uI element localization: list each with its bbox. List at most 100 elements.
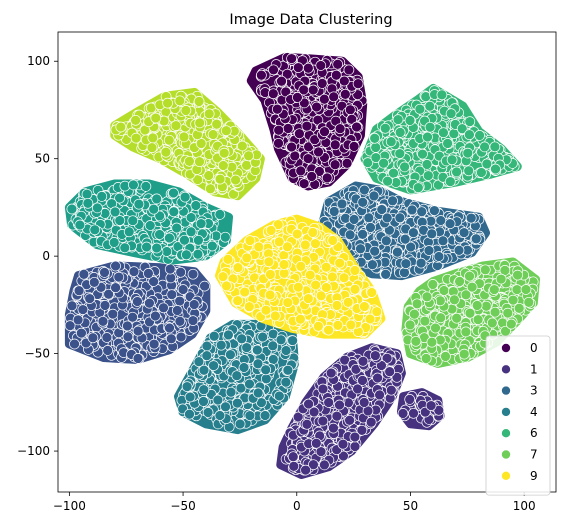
data-point: [252, 358, 264, 370]
data-point: [310, 437, 322, 449]
data-point: [292, 281, 304, 293]
data-point: [146, 142, 158, 154]
data-point: [187, 268, 199, 280]
data-point: [292, 92, 303, 103]
data-point: [184, 391, 196, 403]
x-tick-label: −100: [53, 499, 86, 513]
data-point: [133, 198, 145, 210]
data-point: [132, 353, 144, 364]
data-point: [314, 166, 325, 177]
data-point: [313, 146, 324, 158]
data-point: [392, 114, 404, 125]
data-point: [412, 182, 424, 194]
legend-label-0: 0: [530, 341, 538, 355]
data-point: [110, 260, 121, 272]
data-point: [148, 338, 160, 350]
data-point: [385, 384, 397, 396]
data-point: [252, 387, 264, 399]
data-point: [371, 306, 383, 318]
cluster-1: [396, 388, 445, 431]
data-point: [203, 170, 215, 181]
data-point: [512, 269, 523, 281]
data-point: [251, 344, 263, 356]
data-point: [476, 167, 487, 178]
legend-label-1: 1: [530, 362, 538, 376]
data-point: [490, 163, 501, 175]
data-point: [420, 353, 432, 364]
data-point: [253, 241, 265, 253]
data-point: [198, 364, 210, 376]
data-point: [82, 197, 94, 209]
data-point: [154, 229, 165, 240]
data-point: [319, 126, 330, 138]
data-point: [327, 271, 338, 283]
data-point: [298, 178, 310, 189]
data-point: [234, 418, 246, 430]
data-point: [289, 150, 301, 162]
data-point: [99, 267, 110, 278]
data-point: [150, 310, 161, 322]
data-point: [320, 282, 332, 293]
data-point: [385, 136, 397, 148]
data-point: [195, 218, 207, 229]
x-tick-label: 50: [403, 499, 418, 513]
data-point: [276, 75, 287, 87]
data-point: [273, 390, 285, 402]
data-point: [325, 367, 337, 379]
data-point: [336, 198, 348, 210]
data-point: [243, 150, 254, 162]
data-point: [108, 237, 120, 248]
data-point: [207, 129, 219, 140]
data-point: [130, 114, 141, 126]
data-point: [102, 345, 114, 356]
data-point: [451, 166, 462, 178]
legend-label-9: 9: [530, 469, 538, 483]
data-point: [419, 315, 431, 327]
data-point: [168, 187, 179, 199]
data-point: [444, 176, 456, 187]
data-point: [201, 340, 213, 352]
data-point: [397, 408, 409, 419]
data-point: [190, 200, 202, 211]
data-point: [489, 306, 501, 318]
data-point: [122, 320, 133, 332]
data-point: [148, 276, 159, 287]
data-point: [260, 373, 272, 385]
data-point: [365, 416, 377, 428]
data-point: [357, 196, 369, 208]
data-point: [212, 394, 224, 406]
data-point: [315, 446, 327, 457]
data-point: [84, 293, 96, 304]
data-point: [151, 193, 163, 205]
data-point: [222, 253, 234, 265]
data-point: [424, 100, 436, 112]
data-point: [464, 129, 475, 141]
data-point: [287, 335, 298, 346]
data-point: [436, 89, 448, 101]
data-point: [316, 78, 328, 89]
data-point: [123, 226, 135, 238]
y-tick-label: 50: [35, 152, 50, 166]
data-point: [76, 327, 87, 339]
data-point: [151, 242, 163, 254]
data-point: [364, 313, 376, 325]
data-point: [460, 326, 472, 338]
y-tick-label: −100: [17, 444, 50, 458]
data-point: [466, 281, 478, 293]
data-point: [122, 331, 134, 343]
data-point: [481, 158, 493, 170]
data-point: [278, 259, 290, 270]
data-point: [453, 244, 465, 256]
data-point: [408, 407, 419, 419]
data-point: [307, 227, 319, 238]
data-point: [488, 284, 500, 295]
data-point: [363, 212, 375, 224]
data-point: [273, 137, 284, 149]
cluster-9: [215, 214, 386, 339]
data-point: [344, 229, 356, 241]
data-point: [239, 286, 251, 298]
plot-frame: [57, 31, 557, 493]
data-point: [367, 259, 378, 271]
data-point: [306, 171, 318, 182]
data-point: [271, 103, 283, 115]
